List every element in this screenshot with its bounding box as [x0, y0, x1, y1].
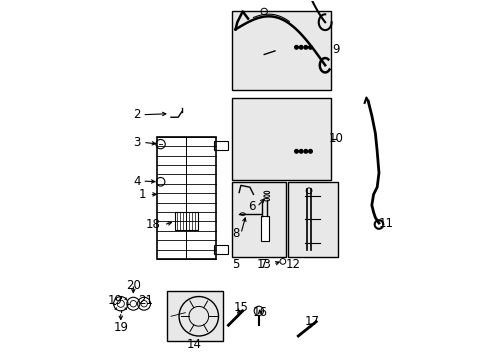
Text: 7: 7	[260, 258, 267, 271]
Bar	[167, 291, 223, 341]
Text: 4: 4	[133, 175, 140, 188]
Text: 16: 16	[253, 306, 267, 319]
Circle shape	[304, 149, 307, 153]
Text: 2: 2	[133, 108, 140, 121]
Bar	[214, 244, 228, 253]
Text: 15: 15	[233, 301, 248, 314]
Text: 5: 5	[231, 258, 239, 271]
Circle shape	[299, 45, 303, 49]
Text: 12: 12	[285, 258, 300, 271]
Text: 18: 18	[145, 218, 160, 231]
Circle shape	[304, 45, 307, 49]
Text: 19: 19	[108, 294, 122, 307]
Bar	[231, 12, 330, 90]
Bar	[174, 212, 198, 230]
Text: 9: 9	[331, 42, 339, 55]
Circle shape	[308, 45, 312, 49]
Text: 19: 19	[113, 320, 128, 333]
Bar	[231, 98, 330, 180]
Text: 14: 14	[186, 338, 202, 351]
Text: 3: 3	[133, 136, 140, 149]
Text: 21: 21	[138, 294, 153, 307]
Text: 6: 6	[247, 201, 255, 213]
Text: 1: 1	[138, 188, 145, 201]
Circle shape	[308, 149, 312, 153]
Bar	[214, 140, 228, 149]
Text: 20: 20	[125, 279, 141, 292]
Circle shape	[299, 149, 303, 153]
Bar	[287, 182, 337, 257]
Bar	[260, 216, 268, 241]
Circle shape	[294, 149, 298, 153]
Text: 17: 17	[305, 315, 320, 328]
Text: 13: 13	[256, 258, 271, 271]
Bar	[231, 182, 285, 257]
Text: 11: 11	[378, 216, 393, 230]
Circle shape	[294, 45, 298, 49]
Text: 10: 10	[328, 132, 343, 145]
Bar	[156, 137, 215, 259]
Text: 8: 8	[231, 227, 239, 240]
